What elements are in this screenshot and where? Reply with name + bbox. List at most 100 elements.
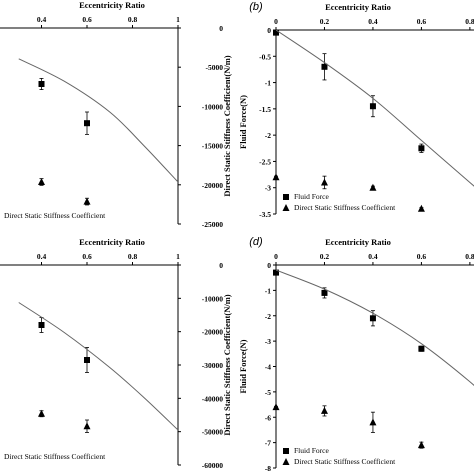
legend-square-icon [283, 194, 289, 200]
chart-panel-b: 0 0.2 0.4 0.6 0.8 Eccentricity Ratio 0 -0.5 -1 -1… [238, 1, 474, 219]
legend-label: Direct Static Stiffness Coefficient [4, 452, 106, 461]
left-axis-tick-label: -1 [265, 79, 271, 88]
stiffness-point [320, 178, 328, 186]
left-axis-tick-label: -3 [265, 184, 271, 193]
left-axis-tick-label: 0 [267, 26, 271, 35]
fluid-force-point [273, 29, 279, 36]
right-axis-tick-label: -25000 [202, 220, 223, 229]
top-axis-title: Eccentricity Ratio [79, 0, 145, 10]
stiffness-point [83, 197, 91, 205]
top-axis-tick-label: 0.8 [465, 252, 474, 261]
left-axis-tick-label: -6 [265, 413, 271, 422]
stiffness-point [272, 403, 280, 411]
top-axis-tick-label: 0.6 [82, 252, 92, 261]
left-axis-tick-label: -5 [265, 388, 271, 397]
stiffness-point [272, 173, 280, 181]
panel-label: (b) [249, 1, 263, 13]
right-axis-tick-label: -20000 [202, 328, 223, 337]
left-axis-tick-label: -1.5 [259, 105, 271, 114]
top-axis-tick-label: 0 [274, 252, 278, 261]
legend-triangle-icon [282, 204, 290, 211]
right-axis-title: Direct Static Stiffness Coefficient(N/m) [222, 55, 232, 196]
legend-label: Fluid Force [294, 192, 329, 201]
fluid-force-point [273, 269, 279, 276]
right-axis-title: Direct Static Stiffness Coefficient(N/m) [222, 294, 232, 435]
right-axis-tick-label: 0 [219, 24, 223, 33]
fluid-force-point [369, 315, 376, 322]
right-axis-tick-label: -10000 [202, 294, 223, 303]
fit-curve [18, 58, 178, 183]
top-axis-tick-label: 0.8 [465, 17, 474, 26]
left-axis-tick-label: -2 [265, 131, 271, 140]
fluid-force-point [369, 103, 376, 110]
fluid-force-point [84, 120, 90, 127]
fluid-force-point [38, 81, 45, 87]
top-axis-tick-label: 0.8 [128, 15, 138, 24]
left-axis-tick-label: -1 [265, 286, 271, 295]
stiffness-point [83, 422, 91, 430]
right-axis-tick-label: -15000 [202, 142, 223, 151]
fluid-force-point [321, 289, 328, 296]
stiffness-point [417, 441, 425, 449]
left-axis-title: Fluid Force(N) [238, 95, 248, 149]
stiffness-point [369, 183, 377, 191]
left-axis-tick-label: -3.5 [259, 210, 271, 219]
legend-label: Fluid Force [294, 446, 329, 455]
fit-curve [18, 302, 178, 431]
legend-label: Direct Static Stiffness Coefficient [294, 203, 396, 212]
top-axis-tick-label: 0.6 [82, 15, 92, 24]
fluid-force-point [321, 63, 328, 70]
left-axis-tick-label: -8 [265, 464, 271, 473]
legend-label: Direct Static Stiffness Coefficient [4, 211, 106, 220]
fluid-force-point [84, 357, 90, 363]
right-axis-tick-label: -60000 [202, 461, 223, 470]
left-axis-tick-label: -2.5 [259, 157, 271, 166]
left-axis-title: Fluid Force(N) [238, 339, 248, 393]
stiffness-point [38, 409, 45, 417]
left-axis-tick-label: 0 [267, 261, 271, 270]
fit-curve [276, 30, 474, 187]
top-axis-tick-label: 0.2 [320, 17, 330, 26]
right-axis-tick-label: -30000 [202, 361, 223, 370]
stiffness-point [38, 178, 45, 185]
right-axis-tick-label: -10000 [202, 102, 223, 111]
legend-triangle-icon [282, 458, 290, 465]
chart-panel-d: 0 0.2 0.4 0.6 0.8 Eccentricity Ratio 0 -1 -2 -3 -4… [238, 236, 474, 473]
right-axis-tick-label: -50000 [202, 428, 223, 437]
fluid-force-point [418, 345, 425, 352]
top-axis-tick-label: 0.8 [128, 252, 138, 261]
chart-panel-c: 0.4 0.6 0.8 1 Eccentricity Ratio 0 -10000 -2000… [0, 237, 232, 470]
top-axis-tick-label: 0.4 [368, 252, 378, 261]
right-axis-tick-label: 0 [219, 261, 223, 270]
fluid-force-point [38, 322, 45, 328]
left-axis-tick-label: -0.5 [259, 52, 271, 61]
top-axis-tick-label: 0.6 [417, 252, 427, 261]
top-axis-tick-label: 0.2 [320, 252, 330, 261]
right-axis-tick-label: -40000 [202, 394, 223, 403]
left-axis-tick-label: -7 [265, 439, 271, 448]
left-axis-tick-label: -4 [265, 363, 271, 372]
chart-panel-a: 0.4 0.6 0.8 1 Eccentricity Ratio 0 -5000 -10000… [0, 0, 232, 229]
panel-label: (d) [249, 236, 263, 248]
top-axis-tick-label: 0 [274, 17, 278, 26]
right-axis-tick-label: -5000 [206, 63, 224, 72]
top-axis-tick-label: 1 [176, 252, 180, 261]
top-axis-tick-label: 0.6 [417, 17, 427, 26]
left-axis-tick-label: -2 [265, 312, 271, 321]
top-axis-tick-label: 0.4 [37, 15, 47, 24]
top-axis-tick-label: 0.4 [368, 17, 378, 26]
stiffness-point [320, 406, 328, 414]
top-axis-title: Eccentricity Ratio [79, 237, 145, 247]
top-axis-title: Eccentricity Ratio [325, 237, 391, 247]
fluid-force-point [418, 145, 425, 152]
top-axis-title: Eccentricity Ratio [325, 2, 391, 12]
top-axis-tick-label: 1 [176, 15, 180, 24]
left-axis-tick-label: -3 [265, 337, 271, 346]
fit-curve [276, 269, 474, 387]
stiffness-point [417, 204, 425, 212]
right-axis-tick-label: -20000 [202, 181, 223, 190]
legend-square-icon [283, 448, 289, 454]
stiffness-point [369, 418, 377, 426]
legend-label: Direct Static Stiffness Coefficient [294, 457, 396, 466]
